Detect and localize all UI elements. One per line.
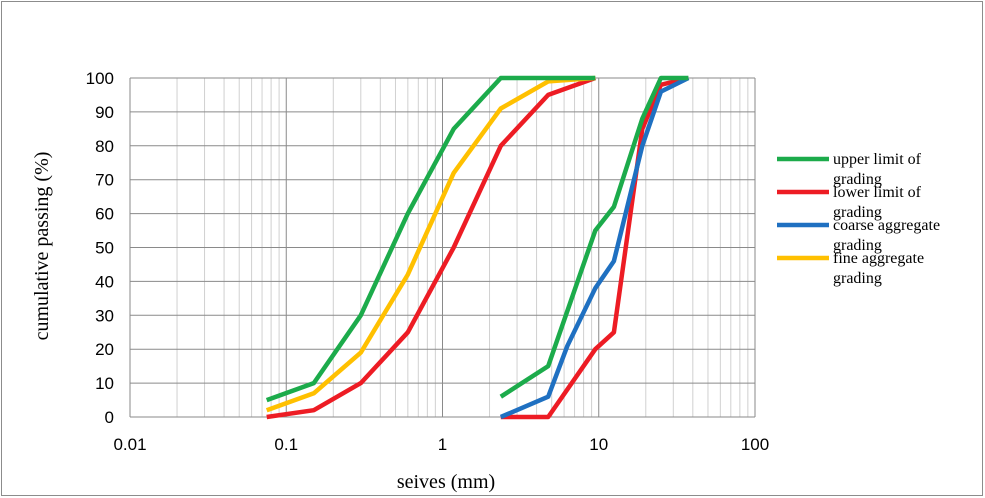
series-line-upper-limit-of-grading xyxy=(499,75,689,399)
series-line-coarse-aggregate-grading xyxy=(499,75,690,420)
legend-label: grading xyxy=(833,237,882,254)
series-line-lower-limit-of-grading xyxy=(500,75,689,420)
series-line-lower-limit-of-grading xyxy=(266,75,597,420)
legend-label: upper limit of xyxy=(833,151,922,168)
y-tick-label: 40 xyxy=(95,272,114,291)
x-tick-label: 100 xyxy=(741,435,769,454)
legend-label: coarse aggregate xyxy=(833,217,940,234)
y-tick-label: 50 xyxy=(95,239,114,258)
legend-label: fine aggregate xyxy=(833,250,924,267)
legend-label: lower limit of xyxy=(833,184,922,201)
series-line-upper-limit-of-grading xyxy=(265,75,596,403)
y-tick-label: 70 xyxy=(95,171,114,190)
x-tick-label: 1 xyxy=(438,435,447,454)
y-axis-title: cumulative passing (%) xyxy=(31,152,53,341)
x-tick-label: 0.1 xyxy=(274,435,298,454)
series-lines xyxy=(265,75,690,420)
legend-label: grading xyxy=(833,171,882,188)
y-tick-label: 20 xyxy=(95,340,114,359)
x-tick-labels: 0.01 0.1 1 10 100 xyxy=(113,435,769,454)
x-tick-label: 10 xyxy=(589,435,608,454)
y-tick-label: 90 xyxy=(95,103,114,122)
x-axis-title: seives (mm) xyxy=(397,471,495,493)
legend-label: grading xyxy=(833,204,882,221)
y-tick-label: 0 xyxy=(105,408,114,427)
y-tick-label: 30 xyxy=(95,306,114,325)
series-line-fine-aggregate-grading xyxy=(265,75,596,413)
y-tick-label: 60 xyxy=(95,205,114,224)
y-tick-label: 10 xyxy=(95,374,114,393)
y-tick-label: 100 xyxy=(86,69,114,88)
x-tick-label: 0.01 xyxy=(113,435,146,454)
legend-label: grading xyxy=(833,270,882,287)
y-tick-label: 80 xyxy=(95,137,114,156)
y-tick-labels: 0 10 20 30 40 50 60 70 80 90 100 xyxy=(86,69,114,427)
